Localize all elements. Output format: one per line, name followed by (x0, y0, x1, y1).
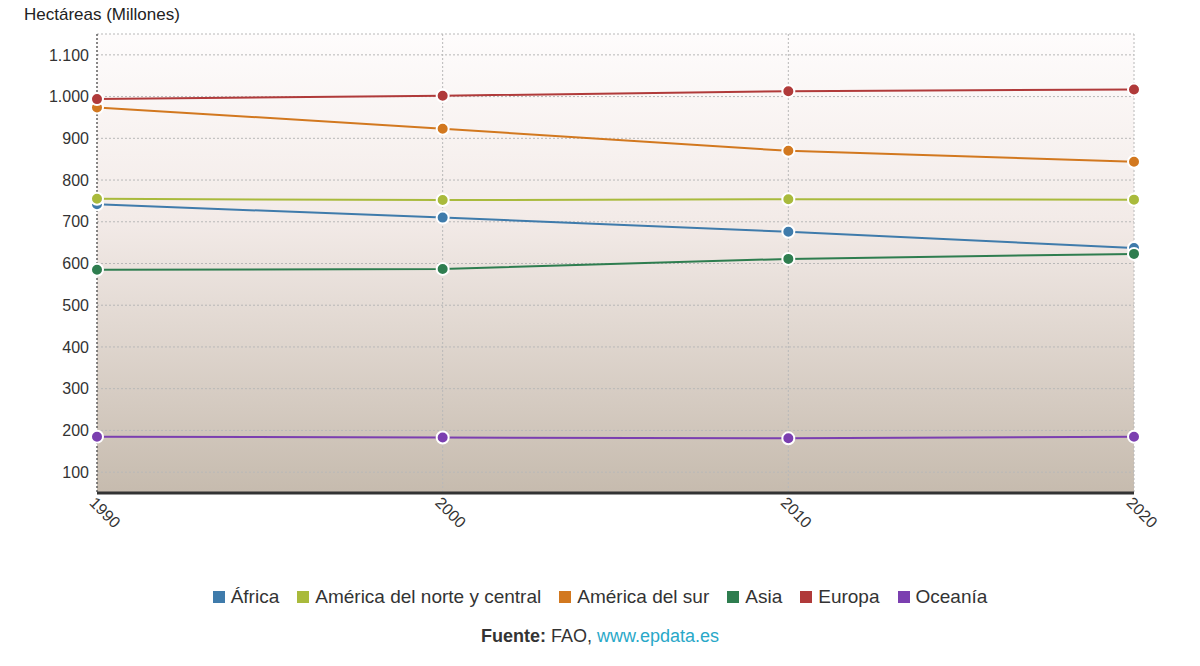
svg-text:300: 300 (62, 380, 89, 397)
svg-text:2020: 2020 (1123, 494, 1160, 531)
svg-text:2000: 2000 (432, 494, 469, 531)
svg-text:1990: 1990 (86, 494, 123, 531)
svg-text:900: 900 (62, 130, 89, 147)
svg-text:200: 200 (62, 422, 89, 439)
html-text:América del sur: América del sur (577, 586, 710, 607)
svg-text:1.000: 1.000 (49, 88, 89, 105)
svg-text:100: 100 (62, 464, 89, 481)
svg-text:1.100: 1.100 (49, 47, 89, 64)
svg-text:700: 700 (62, 213, 89, 230)
html-text:Europa: Europa (818, 586, 880, 607)
html-text:América del norte y central: América del norte y central (315, 586, 542, 607)
html-text:Oceanía: Oceanía (915, 586, 988, 607)
svg-text:600: 600 (62, 255, 89, 272)
html-text:Hectáreas (Millones): Hectáreas (Millones) (24, 5, 180, 24)
html-text:África: África (230, 586, 280, 607)
html-text:Fuente: FAO, www.epdata.es: Fuente: FAO, www.epdata.es (480, 626, 720, 646)
svg-text:500: 500 (62, 297, 89, 314)
svg-text:2010: 2010 (778, 494, 815, 531)
html-text:Asia: Asia (745, 586, 783, 607)
svg-text:800: 800 (62, 172, 89, 189)
svg-text:400: 400 (62, 339, 89, 356)
